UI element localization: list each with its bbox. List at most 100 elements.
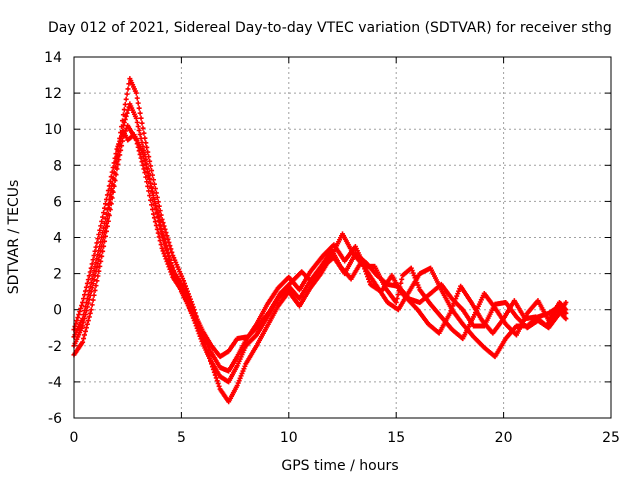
data-point xyxy=(163,244,169,250)
y-tick-label: -6 xyxy=(48,411,62,427)
data-point xyxy=(150,190,156,196)
data-point xyxy=(137,151,143,157)
data-point xyxy=(111,176,117,182)
data-point xyxy=(90,281,96,287)
data-point xyxy=(136,105,142,111)
data-point xyxy=(108,174,114,180)
data-point xyxy=(150,195,156,201)
data-point xyxy=(395,292,401,298)
data-point xyxy=(82,312,88,318)
data-point xyxy=(101,210,107,216)
data-point xyxy=(72,324,78,330)
data-point xyxy=(134,119,140,125)
data-point xyxy=(366,279,372,285)
data-point xyxy=(160,220,166,226)
data-point xyxy=(145,166,151,172)
data-point xyxy=(112,170,118,176)
data-point xyxy=(153,207,159,213)
data-point xyxy=(139,120,145,126)
data-point xyxy=(98,248,104,254)
data-point xyxy=(86,296,92,302)
data-point xyxy=(207,355,213,361)
data-point xyxy=(97,263,103,269)
data-point xyxy=(139,159,145,165)
data-point xyxy=(177,286,183,292)
data-point xyxy=(148,163,154,169)
data-point xyxy=(563,299,569,305)
y-tick-label: 4 xyxy=(53,231,62,247)
data-point xyxy=(144,161,150,167)
x-tick-label: 15 xyxy=(387,430,405,446)
data-point xyxy=(163,230,169,236)
y-tick-label: -4 xyxy=(48,375,62,391)
data-point xyxy=(133,90,139,96)
x-tick-label: 20 xyxy=(495,430,513,446)
data-point xyxy=(98,223,104,229)
data-point xyxy=(204,347,210,353)
data-point xyxy=(81,319,87,325)
data-point xyxy=(116,148,122,154)
data-point xyxy=(151,181,157,187)
data-point xyxy=(169,264,175,270)
data-point xyxy=(92,287,98,293)
data-point xyxy=(141,130,147,136)
x-tick-label: 10 xyxy=(280,430,298,446)
data-point xyxy=(157,208,163,214)
data-point xyxy=(83,308,89,314)
data-point xyxy=(100,214,106,220)
data-point xyxy=(85,318,91,324)
data-point xyxy=(146,154,152,160)
data-point xyxy=(105,202,111,208)
data-point xyxy=(145,149,151,155)
data-point xyxy=(102,229,108,235)
data-point xyxy=(212,372,218,378)
data-point xyxy=(120,123,126,129)
data-point xyxy=(117,143,123,149)
data-point xyxy=(159,231,165,237)
data-point xyxy=(149,185,155,191)
data-point xyxy=(82,292,88,298)
data-point xyxy=(142,170,148,176)
data-point xyxy=(112,155,118,161)
data-point xyxy=(124,110,130,116)
data-point xyxy=(81,296,87,302)
y-axis-label: SDTVAR / TECUs xyxy=(6,180,22,295)
data-point xyxy=(140,162,146,168)
data-point xyxy=(141,147,147,153)
data-point xyxy=(107,178,113,184)
data-point xyxy=(96,231,102,237)
data-point xyxy=(101,234,107,240)
x-tick-label: 5 xyxy=(177,430,186,446)
y-tick-label: -2 xyxy=(48,339,62,355)
data-point xyxy=(208,361,214,367)
data-point xyxy=(160,234,166,240)
chart-title: Day 012 of 2021, Sidereal Day-to-day VTE… xyxy=(48,20,612,36)
x-tick-label: 0 xyxy=(70,430,79,446)
y-tick-label: 2 xyxy=(53,267,62,283)
data-point xyxy=(82,328,88,334)
data-point xyxy=(164,258,170,264)
data-point xyxy=(82,332,88,338)
data-point xyxy=(122,116,128,122)
data-point xyxy=(110,182,116,188)
data-point xyxy=(87,310,93,316)
data-point xyxy=(120,112,126,118)
data-point xyxy=(393,299,399,305)
data-point xyxy=(93,283,99,289)
data-point xyxy=(77,309,83,315)
data-point xyxy=(89,302,95,308)
data-point xyxy=(136,127,142,133)
data-point xyxy=(92,273,98,279)
data-point xyxy=(213,375,219,381)
x-axis-label: GPS time / hours xyxy=(281,458,398,474)
data-point xyxy=(88,289,94,295)
data-point xyxy=(103,201,109,207)
data-point xyxy=(86,273,92,279)
data-point xyxy=(165,251,171,257)
data-point xyxy=(94,265,100,271)
data-point xyxy=(394,296,400,302)
series-satellite-track-4 xyxy=(71,101,569,360)
data-point xyxy=(103,220,109,226)
series-satellite-track-3 xyxy=(71,128,569,374)
data-point xyxy=(159,245,165,251)
